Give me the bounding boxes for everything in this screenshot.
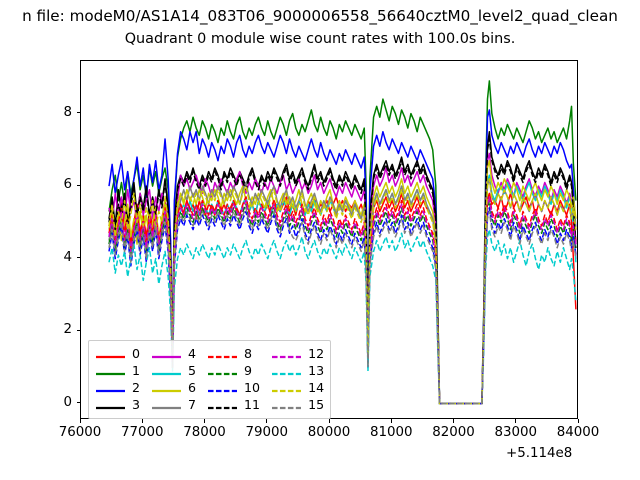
legend-label-8: 8	[244, 346, 253, 361]
legend-label-2: 2	[132, 380, 141, 395]
legend-entry-13[interactable]: 13	[271, 363, 324, 379]
x-tick-mark	[79, 419, 81, 423]
x-axis-offset-text: +5.114e8	[506, 446, 573, 461]
x-tick-mark	[453, 419, 455, 423]
legend-swatch-9-icon	[207, 365, 238, 377]
legend-label-9: 9	[244, 363, 253, 378]
legend-swatch-14-icon	[271, 382, 302, 394]
legend-entry-7[interactable]: 7	[151, 397, 196, 413]
legend-label-6: 6	[188, 380, 197, 395]
series-line-13	[108, 228, 577, 405]
y-tick-mark	[76, 329, 80, 331]
legend-swatch-13-icon	[271, 365, 302, 377]
series-line-11	[108, 138, 577, 405]
legend-swatch-1-icon	[95, 365, 126, 377]
legend-label-10: 10	[244, 380, 261, 395]
legend-swatch-3-icon	[95, 399, 126, 411]
legend-label-3: 3	[132, 397, 141, 412]
y-tick-mark	[76, 402, 80, 404]
y-tick-label: 4	[63, 249, 72, 265]
series-line-15	[108, 207, 577, 405]
y-tick-label: 8	[63, 104, 72, 120]
x-tick-label: 81000	[369, 425, 413, 440]
y-tick-label: 2	[63, 322, 72, 338]
series-line-14	[108, 178, 577, 405]
x-tick-label: 78000	[183, 425, 226, 440]
plot-legend[interactable]: 0 1 2 3 4 5 6 7 8 9 10 11 12 13 14 15	[88, 340, 332, 419]
legend-entry-2[interactable]: 2	[95, 380, 140, 396]
figure-suptitle: n file: modeM0/AS1A14_083T06_9000006558_…	[22, 7, 618, 25]
legend-entry-11[interactable]: 11	[207, 397, 260, 413]
series-line-9	[108, 199, 577, 405]
legend-label-4: 4	[188, 346, 197, 361]
x-tick-label: 76000	[58, 425, 102, 440]
legend-label-12: 12	[308, 346, 325, 361]
legend-label-0: 0	[132, 346, 141, 361]
series-line-10	[108, 207, 577, 405]
legend-entry-12[interactable]: 12	[271, 346, 324, 362]
y-tick-label: 0	[63, 394, 72, 410]
y-tick-label: 6	[63, 177, 72, 193]
axes-title: Quadrant 0 module wise count rates with …	[124, 31, 516, 47]
y-tick-mark	[76, 112, 80, 114]
x-tick-label: 80000	[307, 425, 351, 440]
legend-swatch-2-icon	[95, 382, 126, 394]
legend-label-15: 15	[308, 397, 325, 412]
legend-entry-10[interactable]: 10	[207, 380, 260, 396]
x-tick-mark	[390, 419, 392, 423]
legend-label-5: 5	[188, 363, 197, 378]
x-tick-mark	[328, 419, 330, 423]
legend-entry-14[interactable]: 14	[271, 380, 324, 396]
x-tick-mark	[204, 419, 206, 423]
legend-label-7: 7	[188, 397, 197, 412]
legend-label-14: 14	[308, 380, 325, 395]
y-tick-mark	[76, 257, 80, 259]
series-line-1	[108, 80, 577, 405]
legend-entry-8[interactable]: 8	[207, 346, 260, 362]
legend-entry-15[interactable]: 15	[271, 397, 324, 413]
legend-entry-1[interactable]: 1	[95, 363, 140, 379]
legend-entry-0[interactable]: 0	[95, 346, 140, 362]
x-tick-mark	[141, 419, 143, 423]
legend-swatch-7-icon	[151, 399, 182, 411]
legend-swatch-5-icon	[151, 365, 182, 377]
x-tick-label: 82000	[432, 425, 475, 440]
series-line-8	[108, 192, 577, 405]
legend-swatch-12-icon	[271, 348, 302, 360]
legend-entry-9[interactable]: 9	[207, 363, 260, 379]
legend-swatch-10-icon	[207, 382, 238, 394]
legend-entry-3[interactable]: 3	[95, 397, 140, 413]
legend-swatch-11-icon	[207, 399, 238, 411]
legend-swatch-6-icon	[151, 382, 182, 394]
x-tick-label: 77000	[120, 425, 164, 440]
legend-swatch-15-icon	[271, 399, 302, 411]
x-tick-label: 84000	[556, 425, 600, 440]
x-tick-mark	[515, 419, 517, 423]
series-line-2	[108, 109, 577, 405]
x-tick-label: 83000	[494, 425, 538, 440]
plot-lines	[108, 80, 577, 405]
legend-entry-6[interactable]: 6	[151, 380, 196, 396]
legend-swatch-4-icon	[151, 348, 182, 360]
x-tick-label: 79000	[245, 425, 289, 440]
y-tick-mark	[76, 184, 80, 186]
legend-swatch-0-icon	[95, 348, 126, 360]
legend-entry-5[interactable]: 5	[151, 363, 196, 379]
series-line-12	[108, 196, 577, 405]
legend-entry-4[interactable]: 4	[151, 346, 196, 362]
legend-label-13: 13	[308, 363, 325, 378]
x-tick-mark	[577, 419, 579, 423]
legend-swatch-8-icon	[207, 348, 238, 360]
x-tick-mark	[266, 419, 268, 423]
legend-label-1: 1	[132, 363, 141, 378]
legend-label-11: 11	[244, 397, 261, 412]
